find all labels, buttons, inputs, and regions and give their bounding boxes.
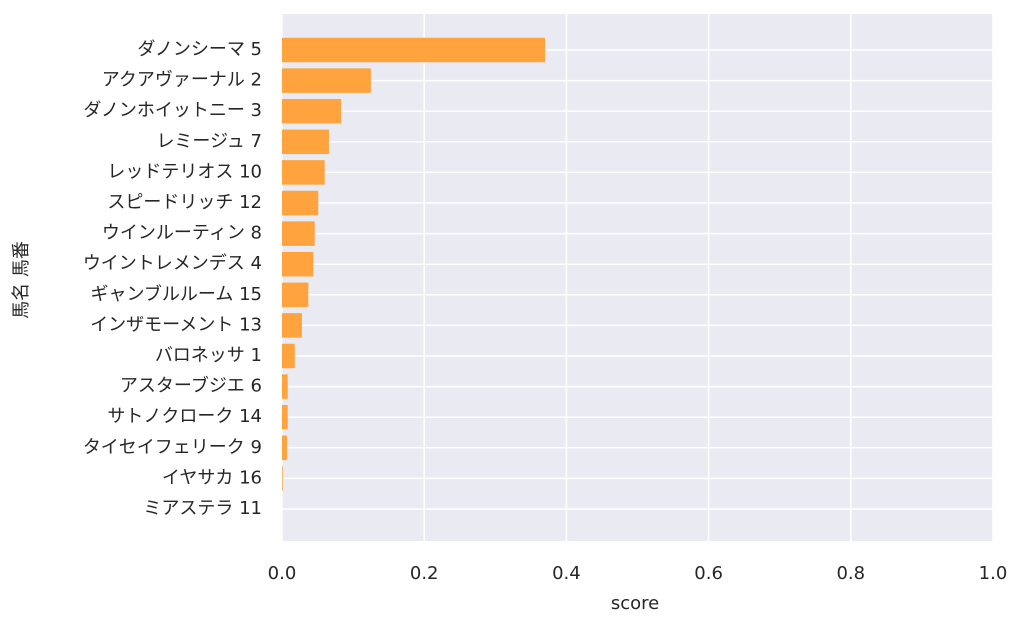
y-tick-label: ウイントレメンデス 4 bbox=[83, 253, 262, 274]
bar bbox=[282, 435, 287, 461]
x-axis-label: score bbox=[611, 593, 659, 614]
y-tick-label: レッドテリオス 10 bbox=[107, 161, 262, 182]
x-tick-label: 0.2 bbox=[410, 563, 439, 584]
y-tick-label: アスターブジエ 6 bbox=[120, 375, 262, 397]
x-tick-label: 0.6 bbox=[694, 563, 723, 584]
x-tick-label: 0.4 bbox=[552, 563, 581, 584]
y-tick-label: バロネッサ 1 bbox=[155, 345, 262, 366]
y-tick-label: タイセイフェリーク 9 bbox=[83, 437, 262, 458]
bar bbox=[282, 282, 309, 308]
bar bbox=[282, 221, 315, 246]
x-tick-label: 1.0 bbox=[979, 563, 1008, 584]
bar bbox=[282, 98, 342, 124]
bar bbox=[282, 404, 288, 430]
y-tick-label: イヤサカ 16 bbox=[162, 467, 262, 488]
bar bbox=[282, 343, 295, 369]
bar bbox=[282, 374, 288, 399]
bar bbox=[282, 160, 325, 185]
bar bbox=[282, 466, 283, 491]
bar bbox=[282, 251, 314, 277]
y-axis-label: 馬名 馬番 bbox=[11, 241, 32, 319]
bar bbox=[282, 68, 371, 93]
plot-area bbox=[282, 14, 993, 541]
y-tick-label: スピードリッチ 12 bbox=[107, 192, 262, 213]
y-tick-label: ミアステラ 11 bbox=[143, 498, 262, 519]
y-tick-label: ウインルーティン 8 bbox=[102, 223, 262, 244]
y-tick-label: サトノクローク 14 bbox=[107, 406, 262, 427]
bar bbox=[282, 313, 302, 338]
bar bbox=[282, 129, 329, 155]
y-tick-label: レミージュ 7 bbox=[156, 131, 262, 152]
x-tick-label: 0.0 bbox=[268, 563, 297, 584]
x-tick-label: 0.8 bbox=[836, 563, 865, 584]
y-tick-label: ギャンブルルーム 15 bbox=[90, 283, 262, 305]
y-tick-label: ダノンシーマ 5 bbox=[137, 39, 262, 60]
y-tick-label: インザモーメント 13 bbox=[90, 314, 262, 335]
bar bbox=[282, 190, 319, 216]
y-tick-label: ダノンホイットニー 3 bbox=[83, 100, 262, 121]
y-tick-label: アクアヴァーナル 2 bbox=[102, 70, 262, 91]
bar bbox=[282, 37, 546, 63]
